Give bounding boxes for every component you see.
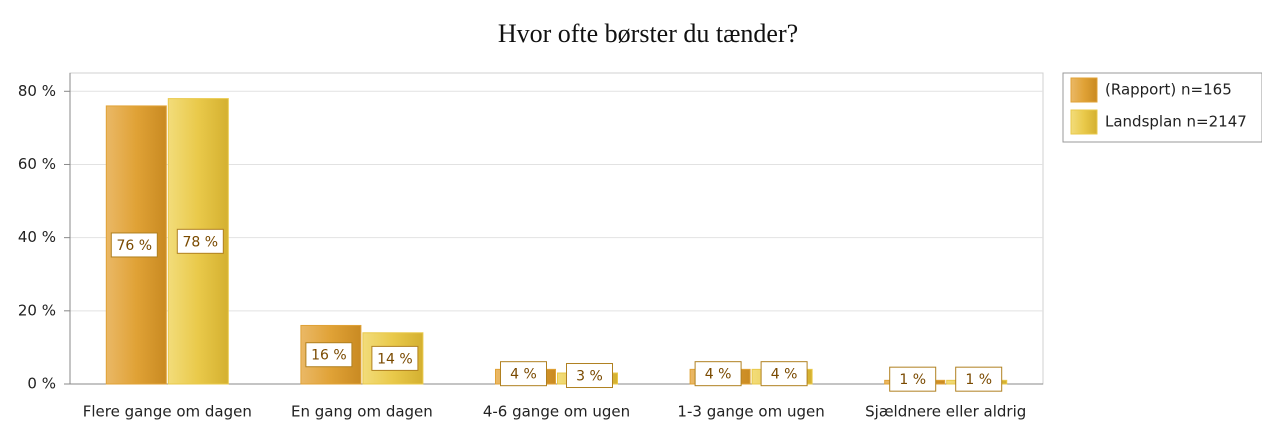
value-label-box <box>760 361 808 387</box>
value-label-box <box>176 228 224 254</box>
chart-title: Hvor ofte børster du tænder? <box>498 19 798 48</box>
value-label: 76 % <box>117 238 153 254</box>
y-tick-label: 40 % <box>18 228 56 246</box>
value-label: 78 % <box>183 234 219 250</box>
value-label: 4 % <box>510 367 537 383</box>
value-label: 14 % <box>377 351 413 367</box>
x-tick-label: 1-3 gange om ugen <box>677 403 824 421</box>
value-label-box <box>955 366 1003 392</box>
x-tick-label: Sjældnere eller aldrig <box>865 403 1026 421</box>
value-label-box <box>371 345 419 371</box>
x-tick-label: Flere gange om dagen <box>83 403 252 421</box>
value-label-box <box>110 232 158 258</box>
value-label-box <box>694 361 742 387</box>
value-label-box <box>305 342 353 368</box>
value-label: 16 % <box>311 348 347 364</box>
x-tick-label: En gang om dagen <box>291 403 433 421</box>
legend-label: (Rapport) n=165 <box>1105 81 1232 99</box>
value-label-box <box>566 363 613 389</box>
y-tick-label: 60 % <box>18 155 56 173</box>
value-label: 4 % <box>771 367 798 383</box>
plot-area <box>69 72 1044 385</box>
y-tick-label: 20 % <box>18 301 56 319</box>
legend-swatch <box>1070 109 1098 135</box>
value-label-box <box>889 366 937 392</box>
x-tick-label: 4-6 gange om ugen <box>483 403 630 421</box>
y-tick-label: 80 % <box>18 82 56 100</box>
value-label: 3 % <box>576 369 603 385</box>
value-label: 1 % <box>965 372 992 388</box>
value-label: 4 % <box>705 367 732 383</box>
legend-label: Landsplan n=2147 <box>1105 113 1247 131</box>
legend-swatch <box>1070 77 1098 103</box>
y-tick-label: 0 % <box>27 375 56 393</box>
value-label-box <box>500 361 547 387</box>
value-label: 1 % <box>899 372 926 388</box>
